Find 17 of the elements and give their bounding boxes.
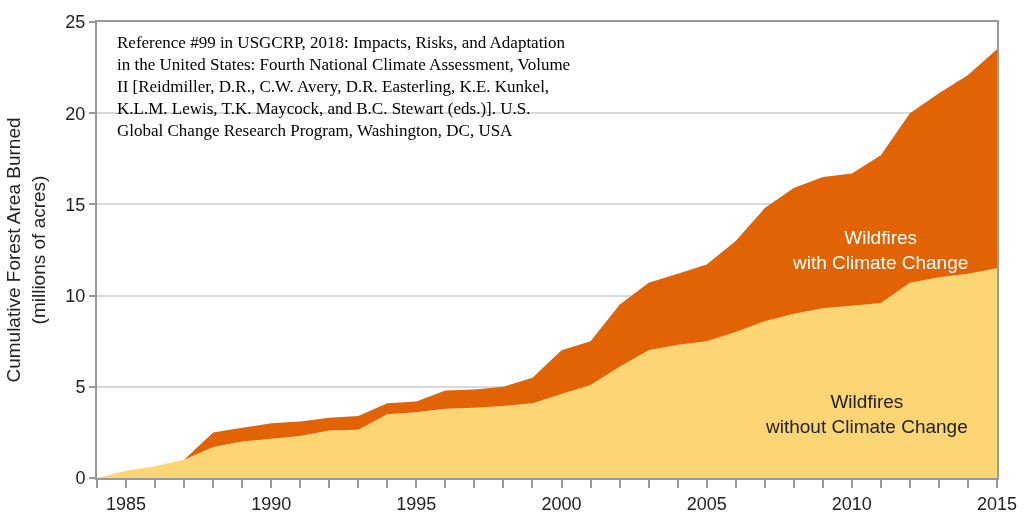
y-tick-label: 25 <box>65 12 86 33</box>
series-label: Wildfires without Climate Change <box>765 391 968 437</box>
series-label: Wildfires with Climate Change <box>792 227 969 273</box>
x-tick-label: 2015 <box>976 493 1018 514</box>
y-tick-label: 0 <box>75 468 86 489</box>
x-tick-label: 2010 <box>831 493 872 514</box>
y-tick-label: 5 <box>75 377 86 398</box>
annotation: Reference #99 in USGCRP, 2018: Impacts, Risks, and Adaptation in the United States: Fourth National Climate Assessment, Volume II [Reidmiller, D.R., C.W. Avery, D.R. Easterling, K.E. Kunkel, K.L.M. Lewis, T.K. Maycock, and B.C. Stewart (eds.)]. U.S. Global Change Research Program, Washington, DC, USA <box>117 33 571 141</box>
x-tick-label: 1995 <box>396 493 437 514</box>
x-tick-label: 1990 <box>251 493 292 514</box>
y-tick-label: 20 <box>65 103 86 124</box>
x-tick-label: 1985 <box>106 493 147 514</box>
x-tick-label: 2000 <box>541 493 582 514</box>
y-axis-title: Cumulative Forest Area Burned (millions of acres) <box>3 117 49 383</box>
x-tick-label: 2005 <box>686 493 727 514</box>
y-tick-label: 10 <box>65 285 86 306</box>
y-tick-label: 15 <box>65 194 86 215</box>
